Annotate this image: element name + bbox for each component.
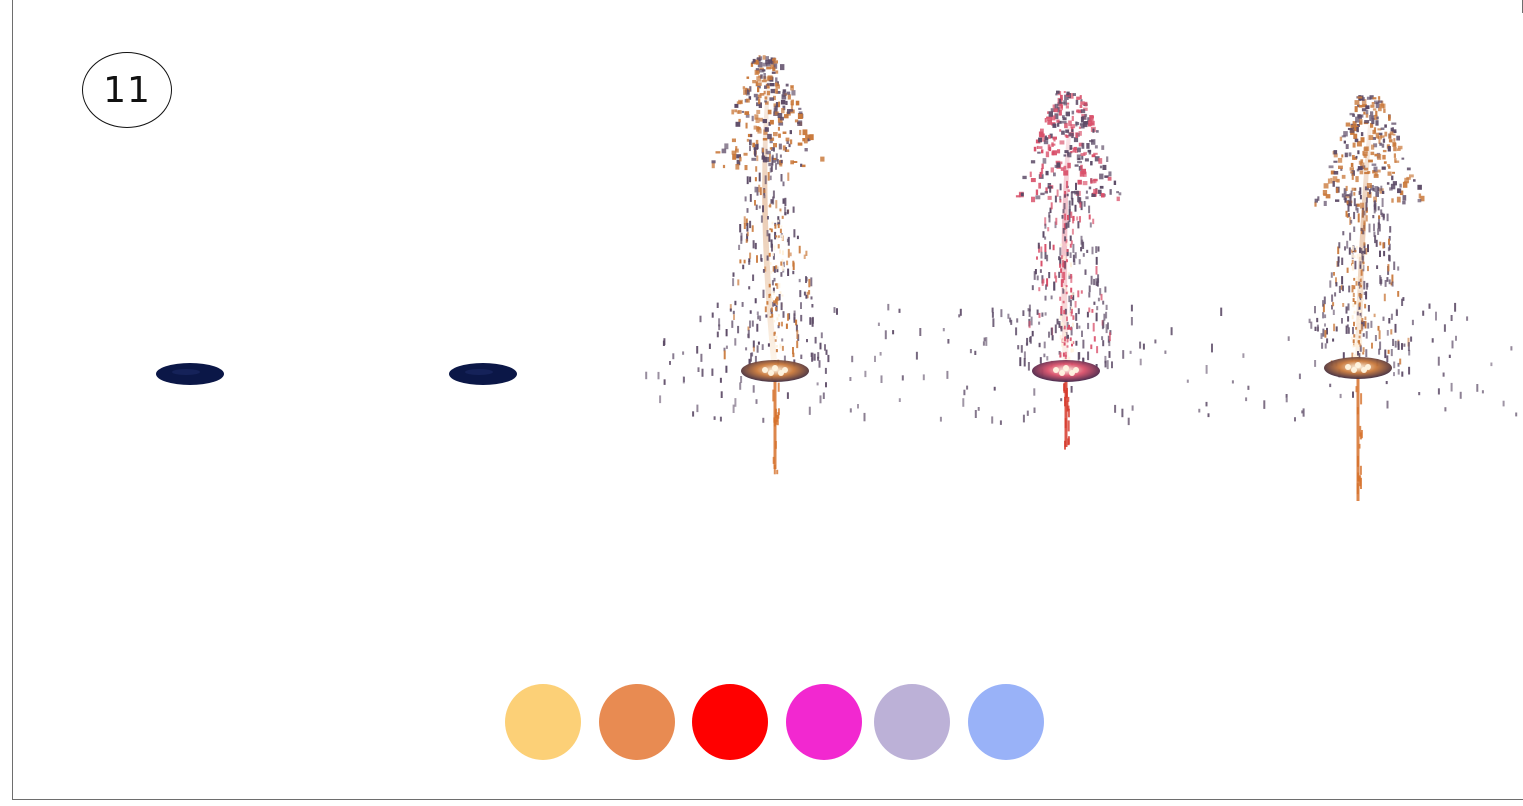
fountain-2-canvas <box>449 363 517 385</box>
fountain-3-disc-light-1 <box>762 367 768 373</box>
fountain-5-disc-light-5 <box>1361 367 1367 373</box>
fountain-3-disc-light-5 <box>778 370 784 376</box>
fountain-4[interactable] <box>918 0 1223 520</box>
swatch-magenta[interactable] <box>786 684 862 760</box>
fountain-4-particles <box>919 90 1223 426</box>
fountain-5-trail <box>1355 376 1363 501</box>
fountain-5-disc-light-4 <box>1351 367 1357 373</box>
swatch-periwinkle[interactable] <box>968 684 1044 760</box>
fountain-2-disc-highlight <box>465 369 493 375</box>
fountain-4-disc-light-4 <box>1059 370 1065 376</box>
fountain-3-disc-light-2 <box>772 365 778 371</box>
fountain-3-trail <box>772 379 780 475</box>
swatch-light-orange[interactable] <box>505 684 581 760</box>
fountain-1-disc-highlight <box>172 369 200 375</box>
fountain-3[interactable] <box>626 0 926 520</box>
fountain-5-disc-light-2 <box>1355 362 1361 368</box>
fountain-4-disc-light-5 <box>1069 370 1075 376</box>
step-badge: 11 <box>82 52 172 128</box>
fountain-5[interactable] <box>1208 0 1518 520</box>
fountain-3-plume <box>762 85 778 371</box>
swatch-lavender[interactable] <box>874 684 950 760</box>
fountain-1-canvas <box>156 363 224 385</box>
fountain-4-disc-light-1 <box>1053 367 1059 373</box>
fountain-5-particles <box>1211 95 1518 422</box>
fountain-4-trail <box>1063 379 1070 450</box>
fountain-1[interactable] <box>40 80 340 600</box>
fountain-4-disc-light-2 <box>1063 365 1069 371</box>
swatch-orange[interactable] <box>599 684 675 760</box>
fountain-3-disc-light-4 <box>768 370 774 376</box>
fountain-5-canvas <box>1211 95 1518 501</box>
swatch-red[interactable] <box>692 684 768 760</box>
fountain-5-disc-light-1 <box>1345 364 1351 370</box>
fountain-4-canvas <box>919 90 1223 450</box>
step-number: 11 <box>103 69 151 111</box>
fountain-3-canvas <box>645 55 918 475</box>
fountain-2[interactable] <box>333 80 633 600</box>
